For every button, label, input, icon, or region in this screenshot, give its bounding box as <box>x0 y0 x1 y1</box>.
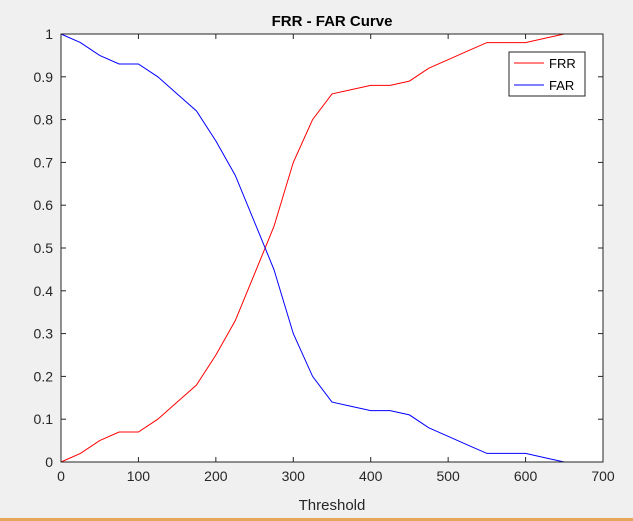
y-tick-label: 0 <box>45 454 53 470</box>
y-tick-label: 0.2 <box>34 368 54 384</box>
y-tick-label: 0.5 <box>34 240 54 256</box>
x-axis-label: Threshold <box>299 497 366 514</box>
y-tick-label: 0.4 <box>34 283 54 299</box>
y-tick-label: 0.1 <box>34 411 54 427</box>
window-bottom-border <box>0 518 633 521</box>
y-tick-label: 0.8 <box>34 112 54 128</box>
y-tick-label: 1 <box>45 26 53 42</box>
axes-layer: 0 100 200 300 400 500 600 700 0 0.1 0.2 0.3 0.4 0.5 0.… <box>34 26 615 484</box>
x-tick-label: 700 <box>591 468 615 484</box>
x-tick-label: 600 <box>514 468 538 484</box>
series-line-frr <box>60 33 565 463</box>
x-tick-label: 0 <box>57 468 65 484</box>
y-tick-label: 0.3 <box>34 326 54 342</box>
x-tick-label: 500 <box>436 468 460 484</box>
legend: FRR FAR <box>508 51 586 97</box>
y-tick-label: 0.7 <box>34 154 54 170</box>
y-tick-label: 0.6 <box>34 197 54 213</box>
legend-label-far: FAR <box>549 78 574 93</box>
series-layer <box>60 33 565 463</box>
x-tick-label: 400 <box>359 468 383 484</box>
legend-box <box>508 51 586 97</box>
chart-title: FRR - FAR Curve <box>272 13 393 30</box>
x-tick-label: 300 <box>282 468 306 484</box>
y-tick-label: 0.9 <box>34 69 54 85</box>
legend-label-frr: FRR <box>549 56 576 71</box>
series-line-far <box>60 33 565 463</box>
x-tick-label: 200 <box>204 468 228 484</box>
plot-area <box>61 34 603 462</box>
x-tick-label: 100 <box>127 468 151 484</box>
